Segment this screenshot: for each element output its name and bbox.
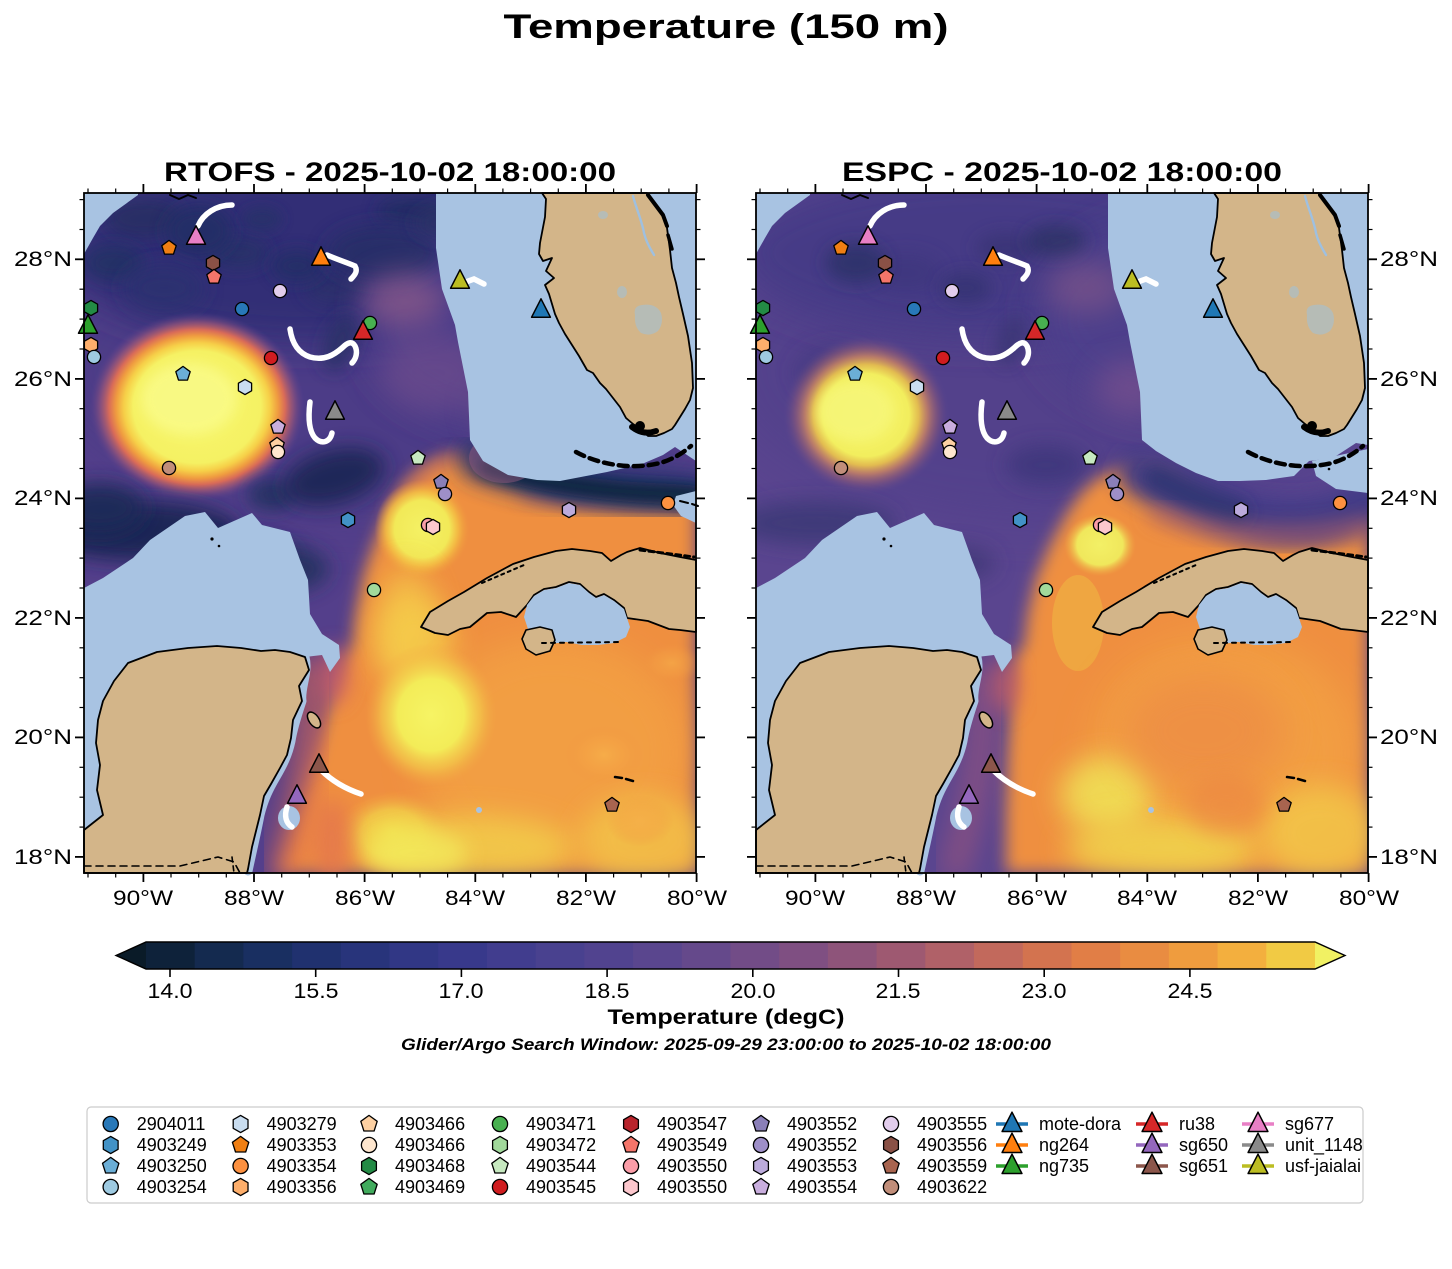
svg-text:usf-jaialai: usf-jaialai [1285,1156,1361,1176]
svg-text:80°W: 80°W [1339,887,1399,910]
svg-text:4903549: 4903549 [657,1135,727,1155]
svg-text:Temperature (150 m): Temperature (150 m) [504,8,949,46]
svg-text:Temperature (degC): Temperature (degC) [608,1006,845,1029]
svg-text:20°N: 20°N [14,726,72,749]
svg-text:ng264: ng264 [1039,1135,1089,1155]
svg-text:24°N: 24°N [14,487,72,510]
svg-text:2904011: 2904011 [137,1114,206,1134]
svg-text:ng735: ng735 [1039,1156,1089,1176]
svg-text:86°W: 86°W [1007,887,1067,910]
svg-text:18.5: 18.5 [585,980,630,1003]
svg-text:26°N: 26°N [1380,368,1438,391]
svg-text:24.5: 24.5 [1168,980,1213,1003]
svg-text:84°W: 84°W [445,887,505,910]
svg-text:20°N: 20°N [1380,726,1438,749]
svg-text:14.0: 14.0 [148,980,193,1003]
svg-text:4903279: 4903279 [267,1114,337,1134]
svg-text:17.0: 17.0 [439,980,484,1003]
svg-text:4903545: 4903545 [526,1177,596,1197]
svg-text:80°W: 80°W [667,887,727,910]
svg-text:4903552: 4903552 [787,1135,857,1155]
svg-text:4903554: 4903554 [787,1177,857,1197]
svg-text:82°W: 82°W [556,887,616,910]
svg-text:sg651: sg651 [1179,1156,1228,1176]
svg-text:4903550: 4903550 [657,1177,727,1197]
svg-text:26°N: 26°N [14,368,72,391]
svg-text:4903466: 4903466 [395,1114,465,1134]
svg-text:28°N: 28°N [1380,248,1438,271]
svg-text:86°W: 86°W [335,887,395,910]
svg-text:4903553: 4903553 [787,1156,857,1176]
svg-text:4903354: 4903354 [267,1156,337,1176]
svg-text:22°N: 22°N [1380,607,1438,630]
svg-text:4903472: 4903472 [526,1135,596,1155]
svg-text:4903356: 4903356 [267,1177,337,1197]
svg-text:4903471: 4903471 [526,1114,596,1134]
svg-text:sg650: sg650 [1179,1135,1228,1155]
svg-text:90°W: 90°W [113,887,173,910]
svg-text:4903250: 4903250 [137,1156,207,1176]
svg-text:4903249: 4903249 [137,1135,207,1155]
svg-text:21.5: 21.5 [876,980,921,1003]
svg-text:24°N: 24°N [1380,487,1438,510]
svg-text:4903466: 4903466 [395,1135,465,1155]
svg-text:15.5: 15.5 [294,980,339,1003]
svg-text:4903622: 4903622 [917,1177,987,1197]
svg-text:84°W: 84°W [1117,887,1177,910]
svg-text:4903469: 4903469 [395,1177,465,1197]
svg-text:RTOFS - 2025-10-02 18:00:00: RTOFS - 2025-10-02 18:00:00 [164,157,616,187]
svg-text:82°W: 82°W [1228,887,1288,910]
svg-text:4903552: 4903552 [787,1114,857,1134]
svg-text:4903547: 4903547 [657,1114,727,1134]
svg-text:88°W: 88°W [224,887,284,910]
svg-text:88°W: 88°W [896,887,956,910]
svg-text:ru38: ru38 [1179,1114,1215,1134]
svg-text:sg677: sg677 [1285,1114,1334,1134]
svg-text:4903254: 4903254 [137,1177,207,1197]
svg-text:4903468: 4903468 [395,1156,465,1176]
svg-text:90°W: 90°W [785,887,845,910]
svg-text:20.0: 20.0 [731,980,776,1003]
svg-text:4903353: 4903353 [267,1135,337,1155]
svg-text:23.0: 23.0 [1022,980,1067,1003]
svg-text:unit_1148: unit_1148 [1285,1135,1363,1156]
svg-text:4903544: 4903544 [526,1156,596,1176]
svg-text:Glider/Argo Search Window: 202: Glider/Argo Search Window: 2025-09-29 23… [401,1035,1052,1054]
svg-text:4903559: 4903559 [917,1156,987,1176]
svg-text:4903556: 4903556 [917,1135,987,1155]
svg-text:28°N: 28°N [14,248,72,271]
svg-text:22°N: 22°N [14,607,72,630]
svg-text:mote-dora: mote-dora [1039,1114,1122,1134]
svg-text:4903555: 4903555 [917,1114,987,1134]
svg-text:4903550: 4903550 [657,1156,727,1176]
svg-text:18°N: 18°N [14,846,72,869]
svg-text:18°N: 18°N [1380,846,1438,869]
svg-text:ESPC - 2025-10-02 18:00:00: ESPC - 2025-10-02 18:00:00 [842,157,1282,187]
